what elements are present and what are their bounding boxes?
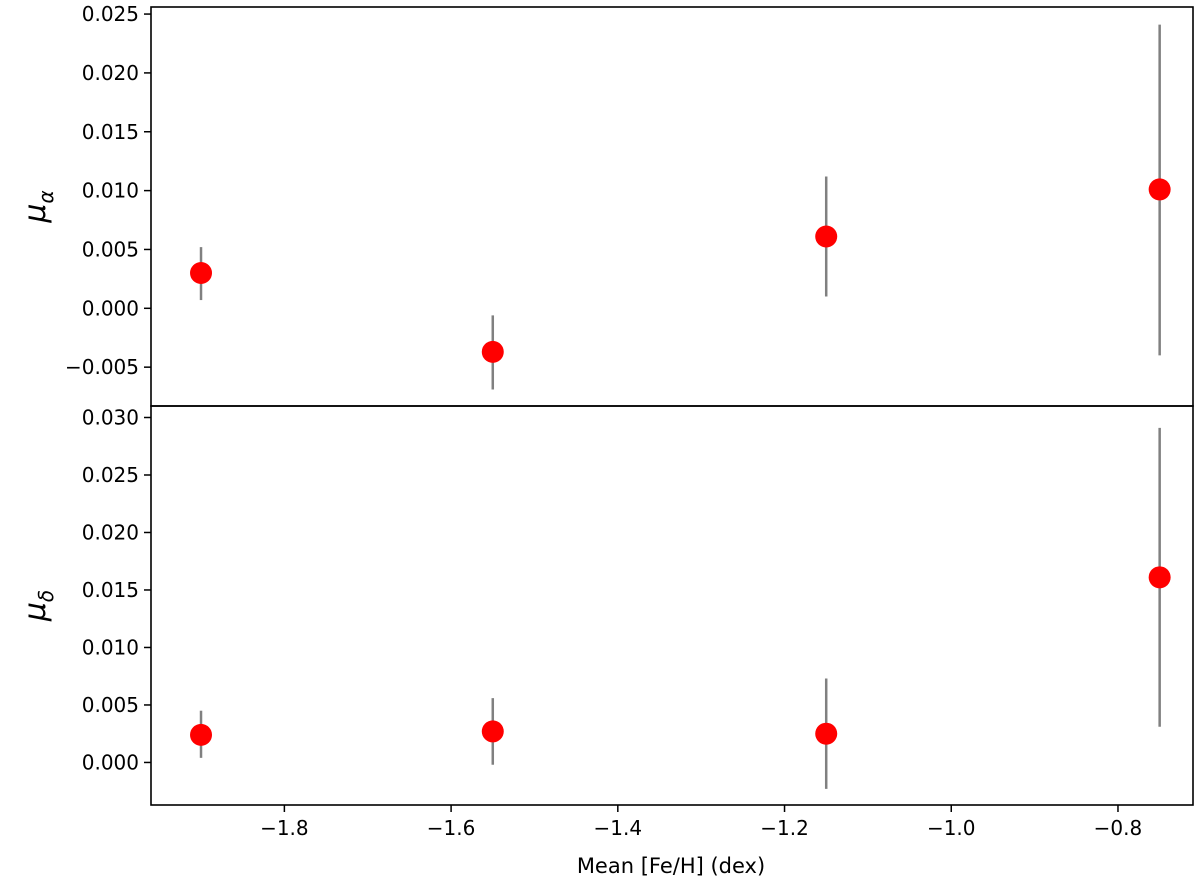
y-tick-label: 0.030 (82, 405, 139, 429)
y-tick-label: 0.025 (82, 463, 139, 487)
plot-frame (150, 6, 1194, 407)
data-point (190, 723, 213, 746)
data-point (1148, 566, 1171, 589)
x-tick-label: −1.2 (760, 816, 809, 840)
y-axis-label: μδ (18, 590, 58, 622)
y-tick-label: 0.000 (82, 750, 139, 774)
data-point (481, 720, 504, 743)
data-point (815, 722, 838, 745)
plot-frame (150, 405, 1194, 806)
y-tick-label: 0.020 (82, 61, 139, 85)
data-point (1148, 178, 1171, 201)
x-axis-label: Mean [Fe/H] (dex) (577, 854, 765, 878)
x-tick-label: −1.0 (927, 816, 976, 840)
x-tick-label: −0.8 (1094, 816, 1143, 840)
top-panel: −0.005 0.000 0.005 0.010 0.015 0.020 0.025 μα (18, 2, 1194, 407)
y-tick-label: 0.010 (82, 179, 139, 203)
data-point (815, 225, 838, 248)
y-tick-label: 0.015 (82, 120, 139, 144)
y-tick-label: 0.025 (82, 2, 139, 26)
x-axis: −1.8 −1.6 −1.4 −1.2 −1.0 −0.8 (260, 805, 1142, 840)
y-axis-label-subscript: δ (34, 590, 58, 602)
y-tick-label: 0.005 (82, 693, 139, 717)
y-tick-label: 0.000 (82, 296, 139, 320)
y-axis-label-symbol: μ (18, 204, 53, 224)
x-tick-label: −1.6 (427, 816, 476, 840)
y-tick-label: 0.005 (82, 237, 139, 261)
y-tick-label: −0.005 (65, 355, 139, 379)
y-axis-label-subscript: α (34, 190, 58, 203)
y-axis-label-symbol: μ (18, 602, 53, 622)
x-tick-label: −1.4 (594, 816, 643, 840)
y-tick-label: 0.010 (82, 635, 139, 659)
bottom-panel: 0.000 0.005 0.010 0.015 0.020 0.025 0.030 μδ (18, 405, 1194, 806)
y-tick-label: 0.015 (82, 578, 139, 602)
data-point (481, 340, 504, 363)
x-tick-label: −1.8 (260, 816, 309, 840)
y-tick-label: 0.020 (82, 520, 139, 544)
y-axis-label: μα (18, 190, 58, 223)
data-point (190, 262, 213, 284)
